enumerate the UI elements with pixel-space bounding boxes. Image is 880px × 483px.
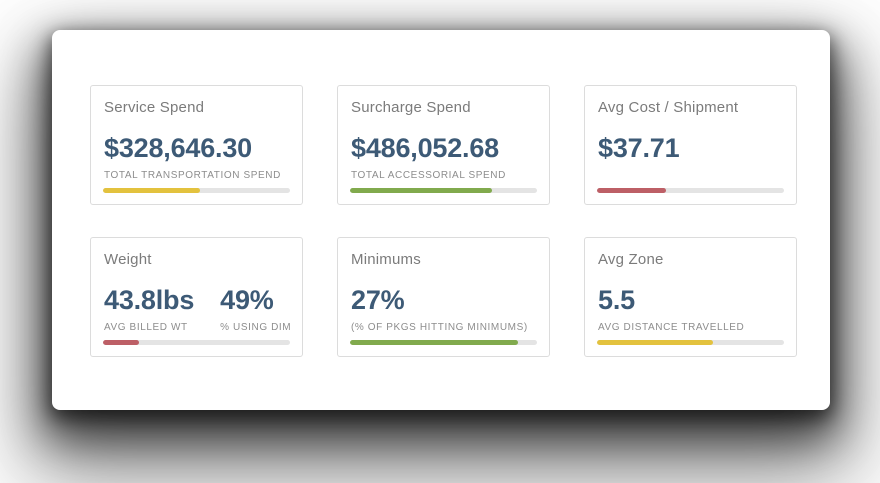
- metric-card-minimums: Minimums 27% (% OF PKGS HITTING MINIMUMS): [337, 237, 550, 357]
- metric-card-avg-cost-shipment: Avg Cost / Shipment $37.71: [584, 85, 797, 205]
- metric: $486,052.68 TOTAL ACCESSORIAL SPEND: [351, 133, 506, 182]
- progress-bar-track: [350, 188, 537, 193]
- metric-value: 43.8lbs: [104, 285, 195, 315]
- metric: 43.8lbs AVG BILLED WT: [104, 285, 195, 334]
- metric-group: 27% (% OF PKGS HITTING MINIMUMS): [351, 285, 536, 334]
- metric: 5.5 AVG DISTANCE TRAVELLED: [598, 285, 745, 334]
- card-title: Weight: [104, 251, 152, 268]
- progress-bar-track: [597, 188, 784, 193]
- progress-bar-fill: [350, 188, 493, 193]
- metric-value: 5.5: [598, 285, 635, 315]
- metric-group: 43.8lbs AVG BILLED WT 49% % USING DIM: [104, 285, 292, 334]
- metric-group: $328,646.30 TOTAL TRANSPORTATION SPEND: [104, 133, 289, 182]
- progress-bar-fill: [597, 340, 713, 345]
- card-title: Surcharge Spend: [351, 99, 471, 116]
- metric-group: $486,052.68 TOTAL ACCESSORIAL SPEND: [351, 133, 536, 182]
- progress-bar-fill: [350, 340, 519, 345]
- metric: $37.71: [598, 133, 680, 180]
- metric-label: TOTAL ACCESSORIAL SPEND: [351, 170, 506, 182]
- card-title: Avg Zone: [598, 251, 664, 268]
- metric-group: $37.71: [598, 134, 783, 180]
- progress-bar-fill: [597, 188, 667, 193]
- card-title: Service Spend: [104, 99, 205, 116]
- metric-label: AVG DISTANCE TRAVELLED: [598, 322, 745, 334]
- progress-bar-track: [103, 340, 290, 345]
- metric-label: (% OF PKGS HITTING MINIMUMS): [351, 322, 528, 334]
- metric-value: $328,646.30: [104, 133, 252, 163]
- metric-card-surcharge-spend: Surcharge Spend $486,052.68 TOTAL ACCESSO…: [337, 85, 550, 205]
- metric-label: [598, 170, 679, 180]
- metric: 27% (% OF PKGS HITTING MINIMUMS): [351, 285, 528, 334]
- metric-value: $37.71: [598, 133, 680, 163]
- metric-card-avg-zone: Avg Zone 5.5 AVG DISTANCE TRAVELLED: [584, 237, 797, 357]
- metric-label: % USING DIM: [220, 322, 292, 334]
- card-title: Minimums: [351, 251, 421, 268]
- card-title: Avg Cost / Shipment: [598, 99, 739, 116]
- progress-bar-track: [350, 340, 537, 345]
- progress-bar-track: [597, 340, 784, 345]
- metric-label: TOTAL TRANSPORTATION SPEND: [104, 170, 281, 182]
- metric: $328,646.30 TOTAL TRANSPORTATION SPEND: [104, 133, 281, 182]
- progress-bar-fill: [103, 188, 201, 193]
- metric-group: 5.5 AVG DISTANCE TRAVELLED: [598, 285, 783, 334]
- progress-bar-track: [103, 188, 290, 193]
- metric-card-service-spend: Service Spend $328,646.30 TOTAL TRANSPORT…: [90, 85, 303, 205]
- metric-value: $486,052.68: [351, 133, 499, 163]
- metric-value: 49%: [220, 285, 274, 315]
- metric-value: 27%: [351, 285, 405, 315]
- dashboard-panel: Service Spend $328,646.30 TOTAL TRANSPORT…: [52, 30, 830, 410]
- metric: 49% % USING DIM: [220, 285, 292, 334]
- metric-grid: Service Spend $328,646.30 TOTAL TRANSPORT…: [90, 85, 797, 357]
- metric-label: AVG BILLED WT: [104, 322, 188, 334]
- progress-bar-fill: [103, 340, 139, 345]
- metric-card-weight: Weight 43.8lbs AVG BILLED WT 49% % USING DI…: [90, 237, 303, 357]
